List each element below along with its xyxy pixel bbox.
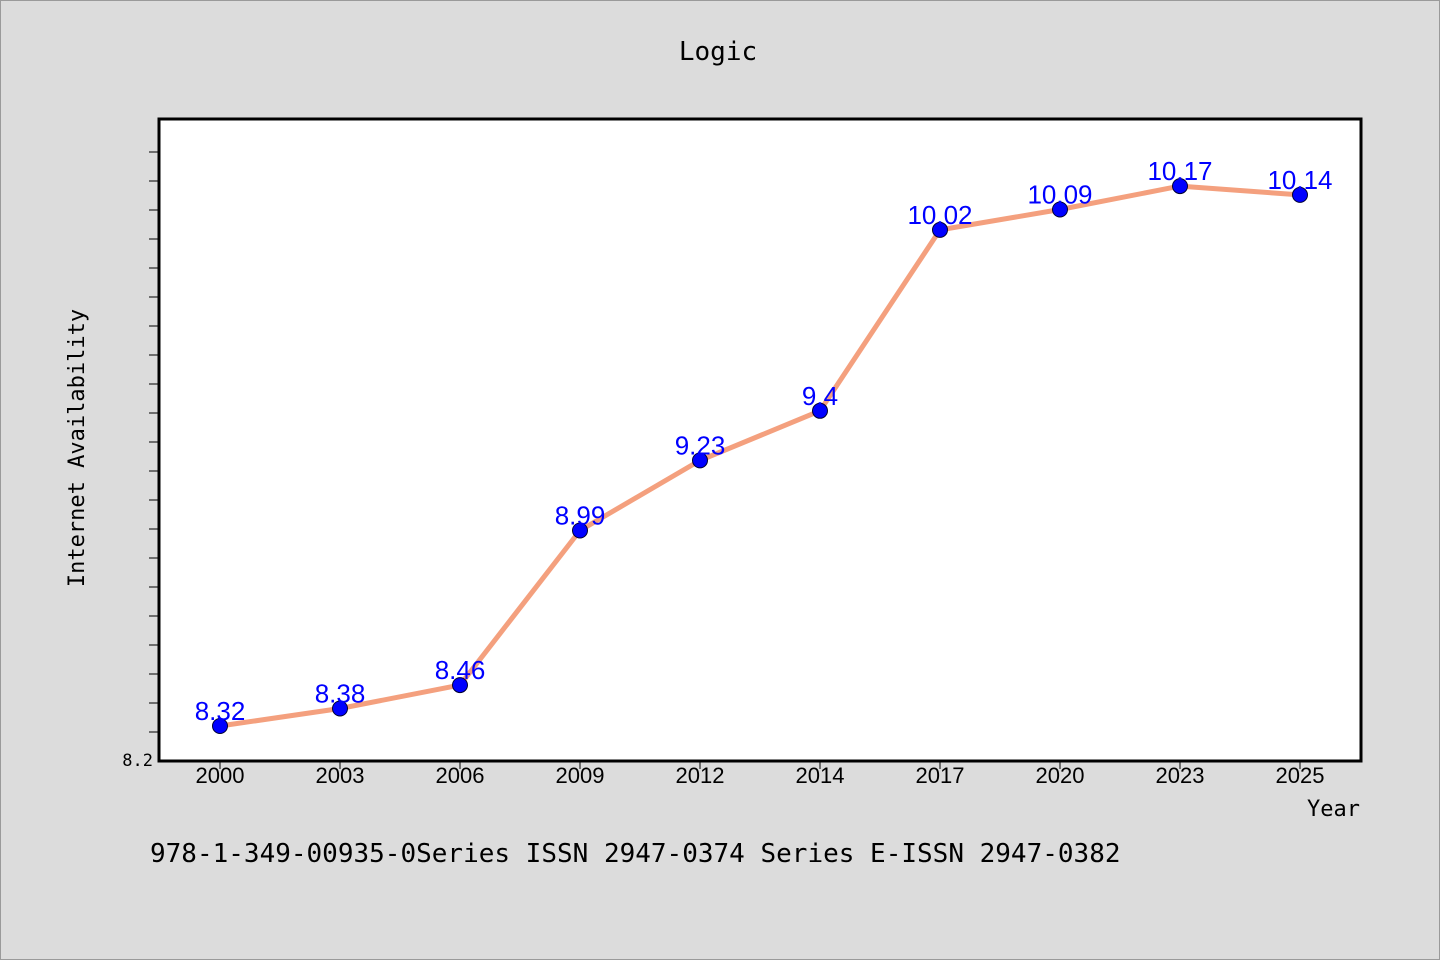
data-point-marker [1172, 178, 1188, 195]
data-label: 10.02 [907, 200, 972, 230]
data-label: 10.17 [1147, 156, 1212, 186]
x-tick-label: 2023 [1156, 763, 1205, 788]
data-label: 9.23 [675, 430, 726, 460]
series-group [212, 178, 1308, 734]
y-tick-label: 8.2 [122, 751, 153, 771]
data-label: 8.46 [435, 655, 486, 685]
x-tick-label: 2006 [436, 763, 485, 788]
data-point-marker [452, 677, 468, 694]
data-point-marker [1292, 186, 1308, 203]
data-label: 8.38 [315, 679, 366, 709]
data-label: 10.14 [1267, 165, 1332, 195]
chart-title: Logic [679, 37, 757, 67]
data-label: 10.09 [1027, 180, 1092, 210]
data-labels-group: 8.32 8.38 8.46 8.99 9.23 9.4 10.02 10.09 10.17 10… [195, 156, 1333, 726]
series-line [217, 183, 1303, 729]
x-tick-label: 2000 [196, 763, 245, 788]
x-tick-label: 2012 [676, 763, 725, 788]
x-axis-ticks: 2000 2003 2006 2009 2012 2014 2017 2020 2023 2025 [196, 761, 1325, 788]
data-label: 8.99 [555, 501, 606, 531]
data-point-marker [932, 221, 948, 238]
data-point-marker [332, 700, 348, 717]
plot-area [157, 117, 1363, 763]
x-tick-label: 2025 [1276, 763, 1325, 788]
data-point-marker [212, 718, 228, 734]
x-tick-label: 2017 [916, 763, 965, 788]
data-point-marker [812, 402, 828, 419]
x-tick-label: 2003 [316, 763, 365, 788]
y-axis-ticks [149, 151, 159, 733]
data-label: 8.32 [195, 696, 246, 726]
y-axis-label: Internet Availability [65, 309, 90, 587]
x-tick-label: 2014 [796, 763, 845, 788]
data-point-marker [1052, 201, 1068, 218]
x-tick-label: 2020 [1036, 763, 1085, 788]
x-tick-label: 2009 [556, 763, 605, 788]
x-axis-label: Year [1307, 797, 1360, 822]
data-point-marker [692, 452, 708, 469]
footer-isbn-text: 978-1-349-00935-0Series ISSN 2947-0374 S… [150, 839, 1121, 869]
data-label: 9.4 [802, 381, 838, 411]
data-point-marker [572, 522, 588, 539]
